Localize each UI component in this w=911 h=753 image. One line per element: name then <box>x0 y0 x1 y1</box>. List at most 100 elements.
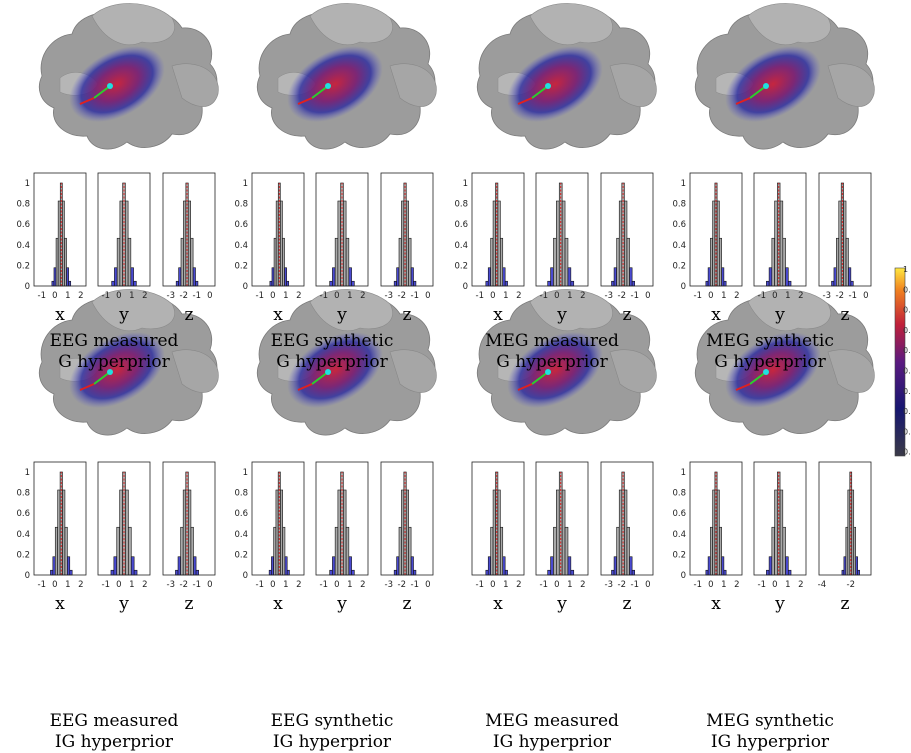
x-tick-label: 1 <box>283 291 288 301</box>
histogram-bar <box>286 280 290 287</box>
histogram-bar <box>193 556 197 576</box>
histogram-bar <box>284 267 287 287</box>
histogram-x: -1 0 1 2 x <box>251 461 305 614</box>
histogram-bar <box>180 237 184 287</box>
axes-frame <box>818 172 872 287</box>
histogram-bar <box>282 237 285 287</box>
axes-frame <box>689 461 743 576</box>
x-tick-label: -1 <box>631 291 639 301</box>
histogram-bar <box>570 569 575 576</box>
x-tick-label: -1 <box>758 291 766 301</box>
x-tick-label: -3 <box>605 291 613 301</box>
histogram-z: -3 -2 -1 0 z <box>380 172 434 325</box>
histogram-bar <box>116 526 120 576</box>
x-tick-label: 1 <box>721 580 726 590</box>
y-tick-label: 0.8 <box>672 489 686 499</box>
histogram-bar <box>275 200 279 287</box>
histogram-bar <box>405 489 409 576</box>
histogram-bar <box>838 200 842 287</box>
x-tick-label: -2 <box>180 291 188 301</box>
x-tick-label: 2 <box>798 580 803 590</box>
y-tick-label: 0.8 <box>454 200 468 210</box>
x-axis-label: x <box>273 594 283 614</box>
histogram-bar <box>716 489 720 576</box>
brain-render-eeg-measured-g <box>38 2 220 151</box>
x-tick-label: 1 <box>503 580 508 590</box>
x-tick-label: 0 <box>554 291 559 301</box>
histogram-bar <box>280 200 283 287</box>
histogram-bar <box>774 489 778 576</box>
x-tick-label: 0 <box>207 580 212 590</box>
x-axis-label: x <box>273 305 283 325</box>
histogram-bar <box>836 237 840 287</box>
histogram-bar <box>268 569 272 576</box>
histogram-bar <box>618 200 623 287</box>
x-tick-label: 0 <box>490 291 495 301</box>
y-tick-label: 0.2 <box>672 550 686 560</box>
axes-frame <box>380 172 434 287</box>
x-tick-label: 1 <box>567 580 572 590</box>
x-tick-label: -1 <box>38 291 46 301</box>
histogram-bar <box>175 280 179 287</box>
histogram-bar <box>57 200 61 287</box>
x-tick-label: 1 <box>347 291 352 301</box>
panel-caption: MEG synthetic IG hyperprior <box>670 711 870 753</box>
histogram-bar <box>332 267 336 287</box>
colorbar-tick-label: 0. <box>903 448 911 457</box>
x-tick-label: 0 <box>116 580 121 590</box>
histogram-bar <box>712 489 716 576</box>
y-tick-label: 0.4 <box>16 241 30 251</box>
histogram-bar <box>128 526 132 576</box>
panel-caption: EEG measured IG hyperprior <box>14 711 214 753</box>
histogram-bar <box>631 569 636 576</box>
x-axis-label: x <box>55 594 65 614</box>
axes-frame <box>97 461 151 576</box>
y-tick-label: 0.4 <box>672 530 686 540</box>
x-tick-label: -1 <box>411 291 419 301</box>
brain-render-meg-synthetic-g <box>694 2 876 151</box>
caption-line: G hyperprior <box>496 352 608 372</box>
histogram-bar <box>401 489 405 576</box>
x-tick-label: -3 <box>167 580 175 590</box>
x-axis-label: y <box>118 594 129 614</box>
y-tick-label: 0 <box>463 282 468 292</box>
axes-frame <box>162 172 216 287</box>
y-tick-label: 0.6 <box>672 509 686 519</box>
histogram-bar <box>187 200 191 287</box>
y-tick-label: 0.8 <box>16 200 30 210</box>
colorbar-tick-label: 0. <box>903 387 911 396</box>
histogram-bar <box>351 280 355 287</box>
x-tick-label: 2 <box>296 291 301 301</box>
histogram-bar <box>787 569 792 576</box>
histogram-x: -1 0 1 2 x <box>689 172 743 325</box>
panel-caption: EEG synthetic IG hyperprior <box>232 711 432 753</box>
x-axis-label: z <box>623 305 632 325</box>
histogram-bar <box>188 489 192 576</box>
caption-line: IG hyperprior <box>272 732 392 752</box>
x-tick-label: 1 <box>503 291 508 301</box>
histogram-bar <box>485 569 489 576</box>
x-tick-label: 0 <box>772 580 777 590</box>
axes-frame <box>818 461 872 576</box>
y-tick-label: 0.2 <box>234 261 248 271</box>
x-tick-label: 2 <box>798 291 803 301</box>
x-tick-label: 1 <box>65 291 70 301</box>
histogram-bar <box>502 267 506 287</box>
histogram-bar <box>502 556 506 576</box>
histogram-bar <box>723 569 727 576</box>
histogram-bar <box>408 237 412 287</box>
histogram-x: -1 0 1 2 x <box>33 461 87 614</box>
axes-frame <box>535 172 589 287</box>
colorbar-tick-label: 0. <box>903 367 911 376</box>
y-tick-label: 0 <box>25 282 30 292</box>
x-tick-label: -1 <box>540 291 548 301</box>
x-tick-label: 1 <box>785 291 790 301</box>
histogram-bar <box>175 569 179 576</box>
x-tick-label: 0 <box>207 291 212 301</box>
x-axis-label: y <box>774 305 785 325</box>
histogram-bar <box>334 237 339 287</box>
histogram-panel: -1 0 1 2x-1 0 1 2y-3 -2 -1 0z <box>471 461 654 614</box>
y-tick-label: 0.8 <box>16 489 30 499</box>
histogram-bar <box>67 556 71 576</box>
histogram-bar <box>500 237 504 287</box>
